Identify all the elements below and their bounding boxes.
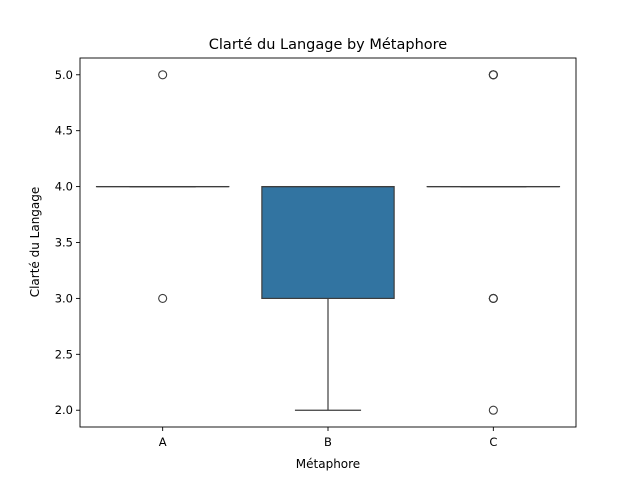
- y-axis-label: Clarté du Langage: [28, 187, 42, 298]
- outlier-point-C-6: [488, 405, 498, 415]
- y-tick-label: 3.0: [55, 291, 73, 305]
- x-tick-label: B: [324, 435, 332, 449]
- box-group-C: [426, 70, 561, 415]
- y-axis: 2.0 2.5 3.0 3.5 4.0 4.5 5.0: [55, 68, 80, 417]
- outlier-point-A-1: [158, 293, 168, 303]
- box-group-A: [95, 70, 230, 303]
- box-group-B: [261, 185, 395, 411]
- chart-title: Clarté du Langage by Métaphore: [209, 37, 448, 53]
- plot-area: [95, 70, 561, 415]
- outlier-point-A-0: [158, 70, 168, 80]
- x-tick-label: A: [159, 435, 167, 449]
- y-tick-label: 5.0: [55, 68, 73, 82]
- x-tick-label: C: [489, 435, 497, 449]
- y-tick-label: 2.5: [55, 347, 73, 361]
- x-axis-label: Métaphore: [296, 457, 360, 471]
- outlier-point-C-5: [488, 293, 498, 303]
- y-tick-label: 4.0: [55, 180, 73, 194]
- x-axis: A B C: [159, 427, 497, 449]
- y-tick-label: 3.5: [55, 236, 73, 250]
- y-tick-label: 4.5: [55, 124, 73, 138]
- box-B: [261, 185, 395, 300]
- outlier-point-C-2: [488, 70, 498, 80]
- y-tick-label: 2.0: [55, 403, 73, 417]
